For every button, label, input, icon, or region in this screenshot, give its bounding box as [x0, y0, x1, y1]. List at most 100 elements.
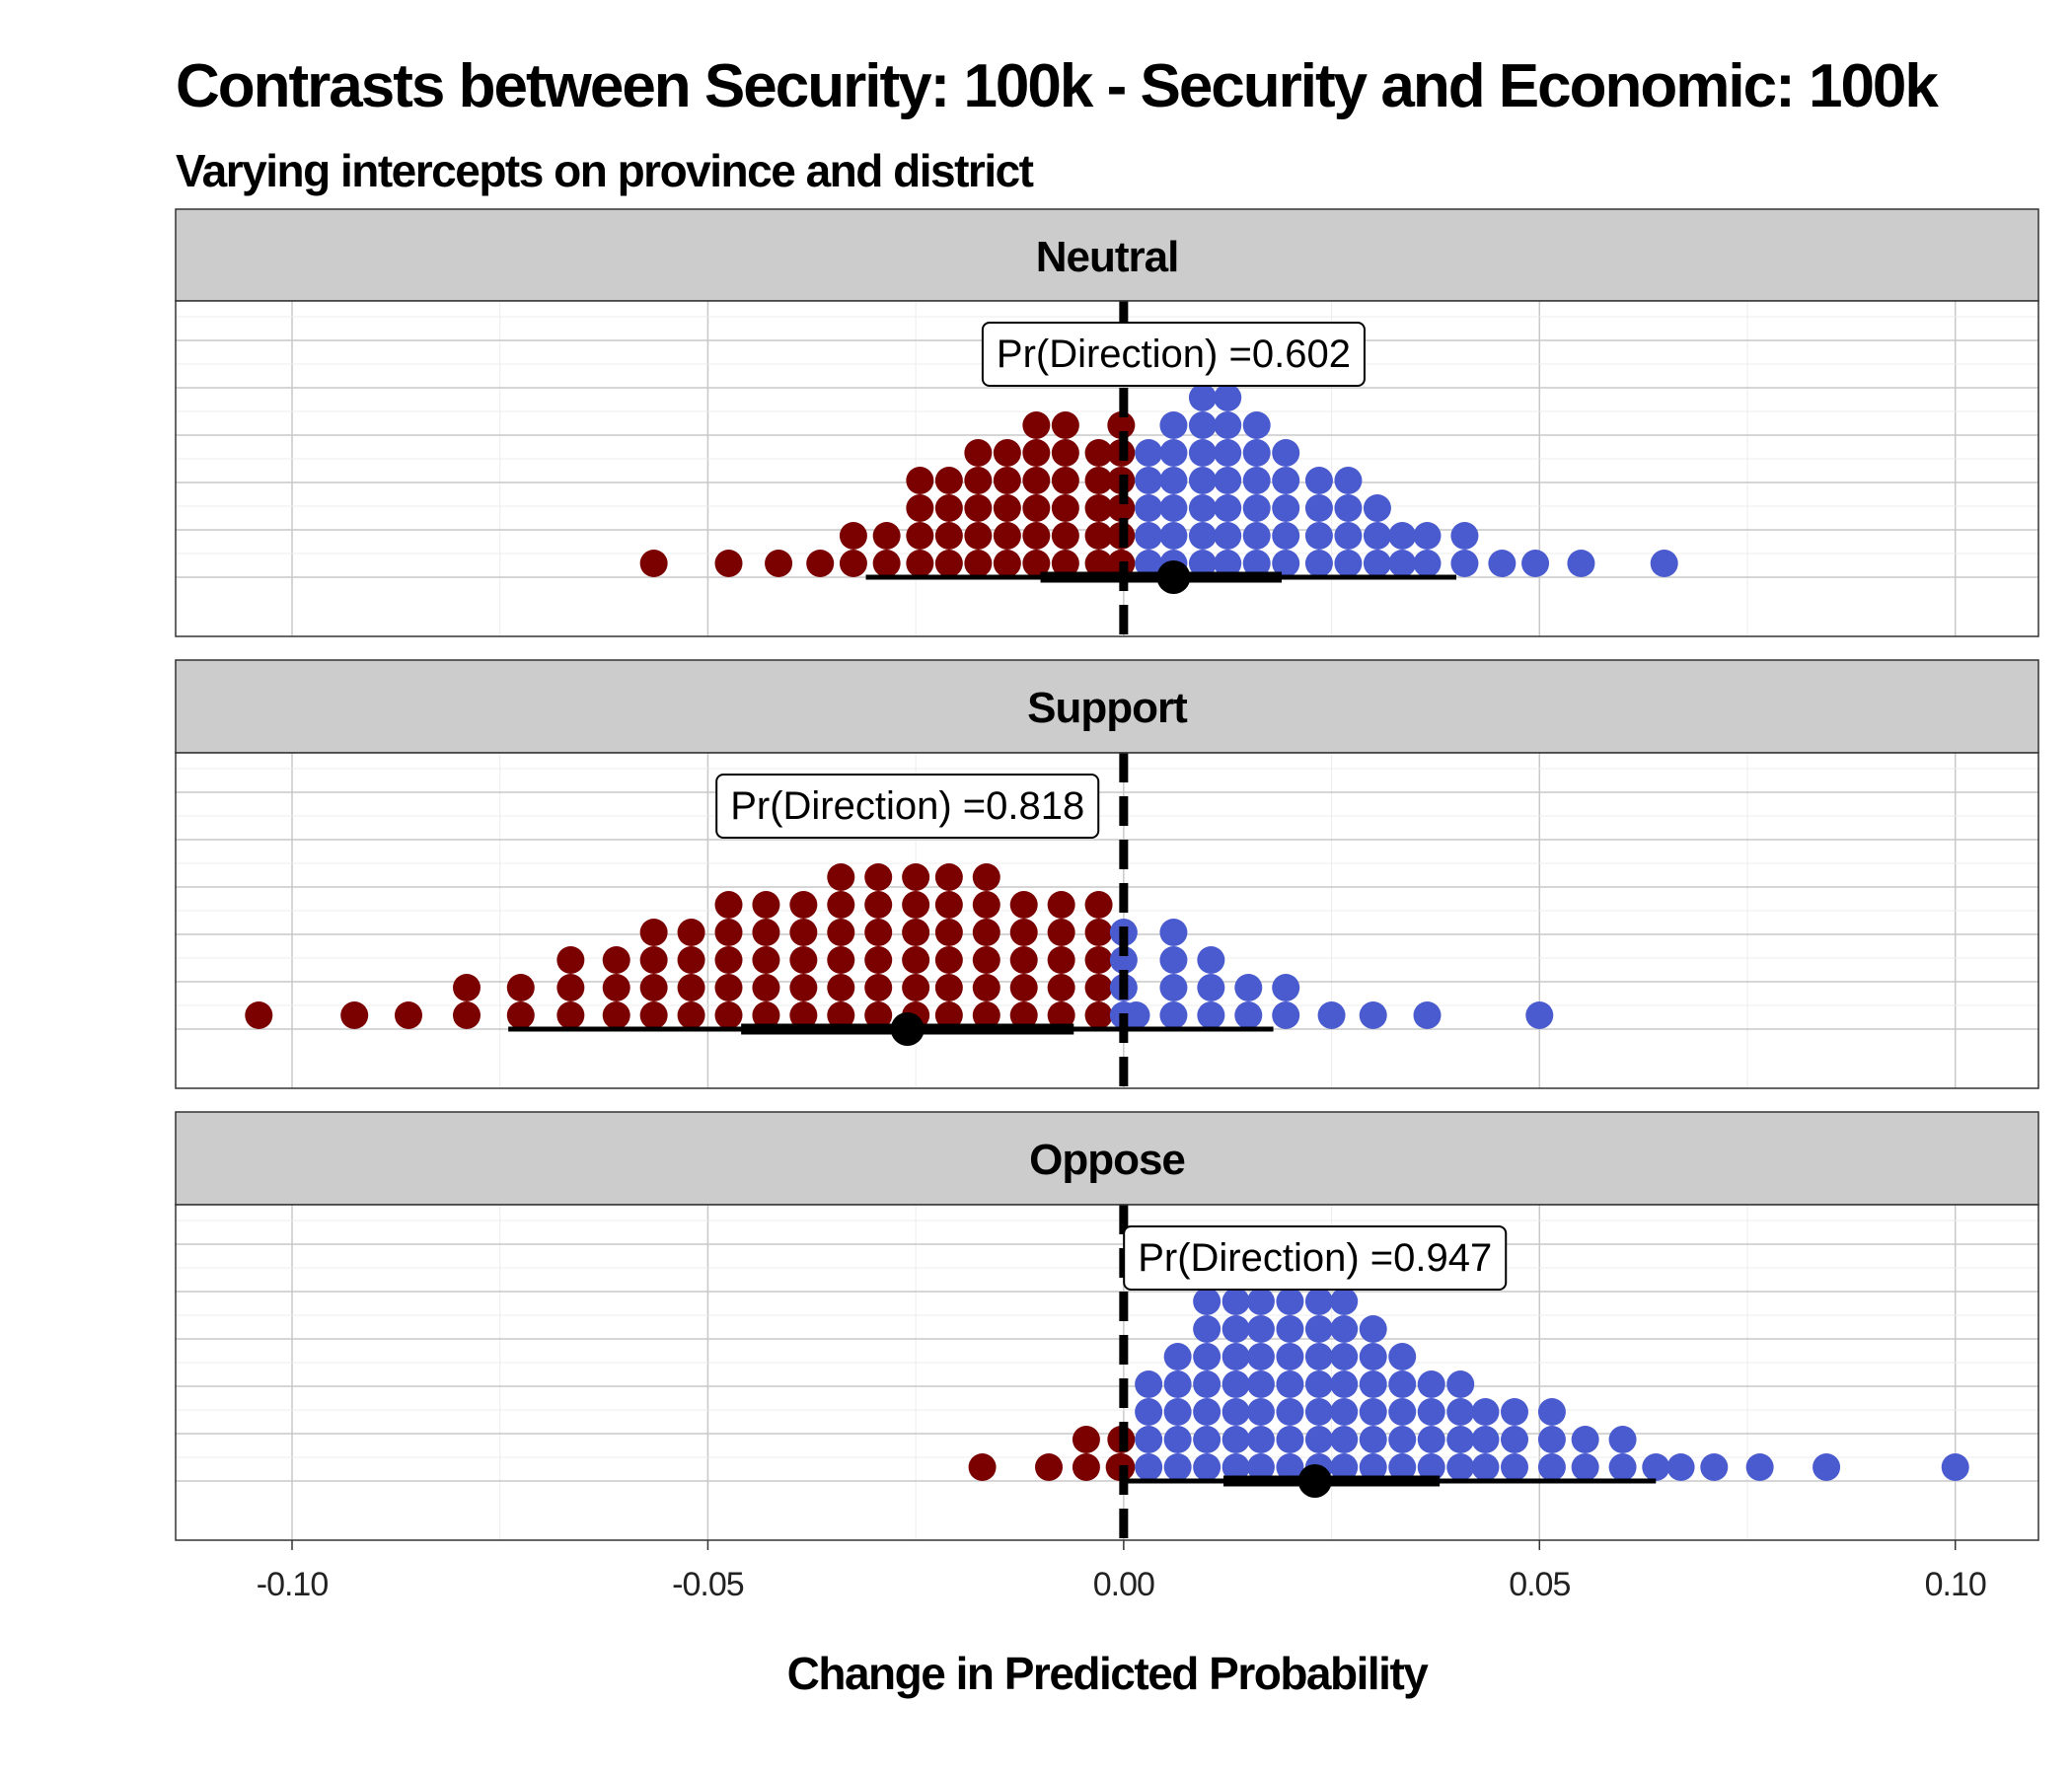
dot	[1022, 522, 1051, 550]
dot	[1276, 1453, 1304, 1481]
dot	[1163, 1426, 1192, 1453]
dot	[1084, 1001, 1113, 1029]
dot	[1330, 1315, 1359, 1343]
dot	[1446, 1453, 1475, 1481]
dot	[602, 974, 630, 1001]
point-estimate	[1156, 560, 1191, 594]
dot	[993, 522, 1021, 550]
dot	[1446, 1398, 1475, 1426]
dot	[752, 974, 780, 1001]
dot	[1304, 494, 1333, 522]
dot	[1084, 891, 1113, 919]
dot	[639, 1001, 668, 1029]
direction-label-text: Pr(Direction) =0.818	[730, 784, 1084, 828]
dot	[1501, 1398, 1528, 1426]
dot	[1188, 439, 1217, 467]
dot	[1022, 494, 1051, 522]
dot	[906, 550, 934, 577]
dot	[1084, 974, 1113, 1001]
dot	[1197, 1001, 1225, 1029]
dot	[1334, 550, 1363, 577]
dot	[1214, 550, 1242, 577]
dot	[934, 919, 963, 946]
dot	[1197, 974, 1225, 1001]
direction-label-text: Pr(Direction) =0.602	[997, 333, 1351, 376]
dot	[1242, 522, 1271, 550]
dot	[1359, 1315, 1387, 1343]
dot	[1745, 1453, 1774, 1481]
dot	[1135, 439, 1163, 467]
dot	[752, 946, 780, 974]
dot	[1246, 1453, 1275, 1481]
dot	[1246, 1343, 1275, 1370]
dot	[395, 1001, 422, 1029]
dot	[1501, 1426, 1528, 1453]
direction-label-box	[981, 322, 1366, 387]
dot	[1221, 1398, 1250, 1426]
dot	[639, 946, 668, 974]
dot	[964, 550, 993, 577]
dot	[1334, 467, 1363, 494]
dot	[1246, 1370, 1275, 1398]
dot	[1214, 467, 1242, 494]
dot	[1159, 467, 1188, 494]
dot	[714, 550, 743, 577]
dot	[556, 974, 585, 1001]
dot	[1388, 522, 1417, 550]
panel-strip-label: Support	[1027, 684, 1188, 732]
dot	[1272, 974, 1300, 1001]
dot	[1163, 1398, 1192, 1426]
dot	[245, 1001, 273, 1029]
dot	[934, 522, 963, 550]
dot	[902, 891, 930, 919]
panel-strip	[175, 1111, 2039, 1206]
dot	[1135, 550, 1163, 577]
dot	[1135, 1426, 1163, 1453]
panel-border	[175, 752, 2039, 1089]
dot	[1650, 550, 1678, 577]
dot	[872, 550, 901, 577]
dot	[993, 467, 1021, 494]
point-estimate	[890, 1012, 925, 1046]
dots	[968, 1260, 1969, 1481]
dot	[1276, 1426, 1304, 1453]
dot	[1417, 1370, 1445, 1398]
dot	[1022, 467, 1051, 494]
dot	[506, 1001, 535, 1029]
dot	[827, 974, 855, 1001]
dot	[1047, 891, 1075, 919]
dot	[1221, 1453, 1250, 1481]
x-axis-title: Change in Predicted Probability	[787, 1648, 1430, 1699]
dot	[1330, 1398, 1359, 1426]
dot	[1188, 467, 1217, 494]
dot	[1272, 1001, 1300, 1029]
dot	[1413, 522, 1442, 550]
dot	[1188, 550, 1217, 577]
dot	[1471, 1426, 1500, 1453]
dot	[602, 946, 630, 974]
x-tick-label: 0.05	[1509, 1566, 1570, 1603]
dot	[1642, 1453, 1670, 1481]
dot	[1084, 946, 1113, 974]
dot	[1537, 1453, 1566, 1481]
dot	[1159, 919, 1188, 946]
dot	[964, 494, 993, 522]
dot	[1188, 522, 1217, 550]
dot	[934, 1001, 963, 1029]
dot	[906, 522, 934, 550]
dot	[1234, 1001, 1263, 1029]
dot	[864, 974, 893, 1001]
dot	[453, 1001, 481, 1029]
dot	[1188, 384, 1217, 411]
dot	[1188, 411, 1217, 439]
dot	[1135, 494, 1163, 522]
dot	[1388, 1426, 1417, 1453]
dot	[1193, 1453, 1221, 1481]
dot	[1051, 494, 1079, 522]
dot	[934, 550, 963, 577]
dot	[1304, 1426, 1333, 1453]
x-tick-label: 0.00	[1093, 1566, 1154, 1603]
dot	[1359, 1398, 1387, 1426]
dot	[1047, 974, 1075, 1001]
dot	[1135, 1370, 1163, 1398]
